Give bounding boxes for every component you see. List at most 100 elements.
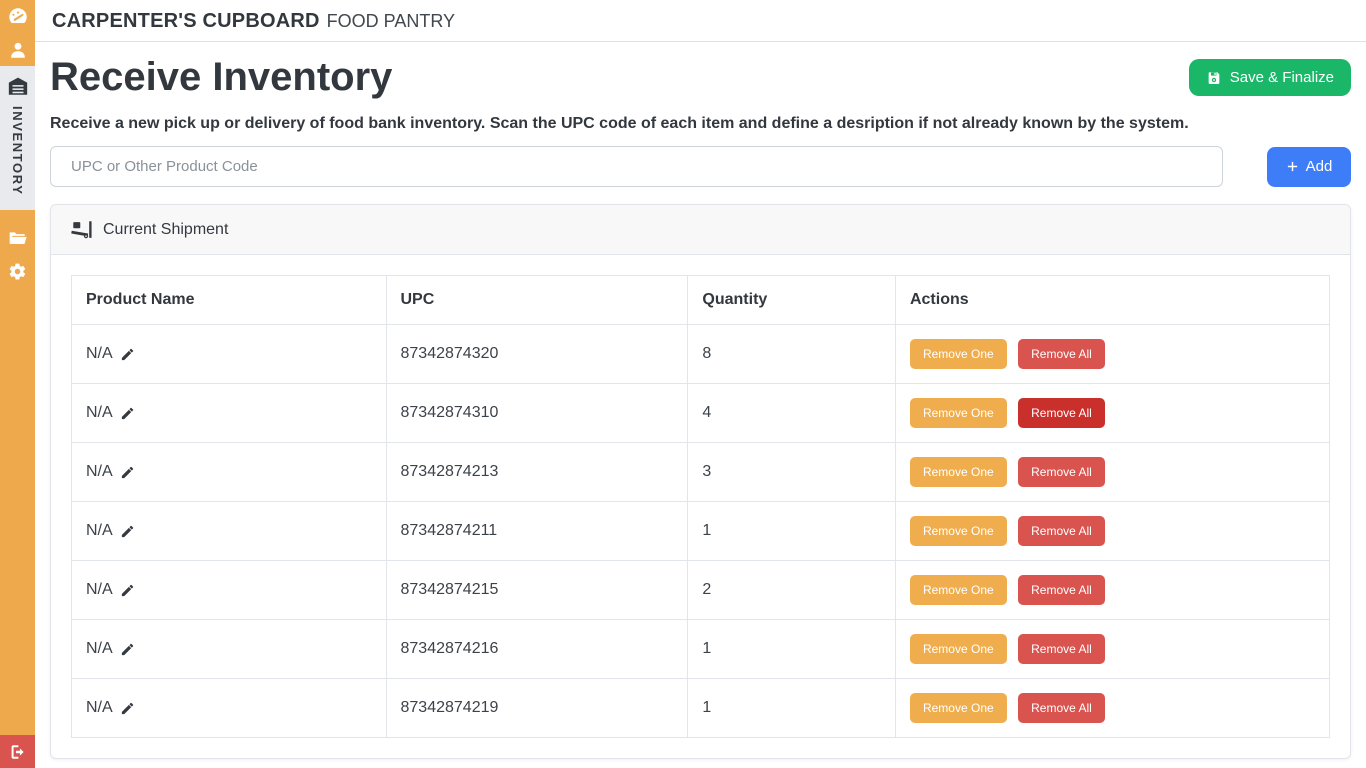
actions-cell: Remove One Remove All [894, 383, 1331, 443]
shipment-table: Product Name UPC Quantity Actions N/A [71, 275, 1331, 738]
quantity-cell: 2 [687, 560, 896, 620]
upc-cell: 87342874310 [385, 383, 689, 443]
gauge-icon [7, 6, 29, 28]
truck-loading-icon [71, 219, 92, 240]
product-name: N/A [86, 522, 113, 539]
actions-cell: Remove One Remove All [894, 442, 1331, 502]
edit-product-icon[interactable] [120, 347, 135, 362]
product-name: N/A [86, 463, 113, 480]
edit-product-icon[interactable] [120, 524, 135, 539]
save-icon [1206, 70, 1222, 86]
save-finalize-label: Save & Finalize [1229, 69, 1334, 86]
upc-input[interactable] [50, 146, 1223, 187]
save-finalize-button[interactable]: Save & Finalize [1188, 59, 1351, 96]
quantity-cell: 1 [687, 501, 896, 561]
edit-product-icon[interactable] [120, 642, 135, 657]
add-button-label: Add [1305, 158, 1333, 175]
actions-cell: Remove One Remove All [894, 501, 1331, 561]
edit-product-icon[interactable] [120, 583, 135, 598]
brand-title: CARPENTER'S CUPBOARD [52, 10, 320, 32]
quantity-cell: 1 [687, 619, 896, 679]
remove-all-button[interactable]: Remove All [1018, 693, 1105, 723]
quantity-cell: 1 [687, 678, 896, 738]
table-row: N/A 87342874213 3 Remove One Remove All [71, 442, 1331, 502]
quantity-cell: 4 [687, 383, 896, 443]
user-icon [8, 40, 28, 60]
warehouse-icon [7, 75, 29, 97]
remove-all-button[interactable]: Remove All [1018, 634, 1105, 664]
sidebar-item-dashboard[interactable] [0, 0, 35, 33]
card-body: Product Name UPC Quantity Actions N/A [51, 255, 1350, 758]
actions-cell: Remove One Remove All [894, 324, 1331, 384]
remove-all-button[interactable]: Remove All [1018, 575, 1105, 605]
sidebar: INVENTORY [0, 0, 35, 768]
column-header-product: Product Name [71, 275, 387, 325]
quantity-cell: 3 [687, 442, 896, 502]
edit-product-icon[interactable] [120, 406, 135, 421]
product-cell: N/A [71, 678, 387, 738]
remove-one-button[interactable]: Remove One [909, 398, 1007, 428]
remove-one-button[interactable]: Remove One [909, 457, 1007, 487]
product-cell: N/A [71, 501, 387, 561]
upc-cell: 87342874216 [385, 619, 689, 679]
column-header-quantity: Quantity [687, 275, 896, 325]
product-cell: N/A [71, 324, 387, 384]
current-shipment-card: Current Shipment Product Name UPC Quanti… [50, 204, 1351, 759]
actions-cell: Remove One Remove All [894, 678, 1331, 738]
remove-all-button[interactable]: Remove All [1018, 516, 1105, 546]
sidebar-spacer [0, 288, 35, 735]
page-content: Receive Inventory Save & Finalize Receiv… [35, 54, 1366, 759]
product-name: N/A [86, 699, 113, 716]
sign-out-icon [9, 743, 27, 761]
edit-product-icon[interactable] [120, 465, 135, 480]
product-name: N/A [86, 345, 113, 362]
remove-one-button[interactable]: Remove One [909, 516, 1007, 546]
main-area: CARPENTER'S CUPBOARD FOOD PANTRY Receive… [35, 0, 1366, 768]
sidebar-item-inventory-label: INVENTORY [10, 106, 25, 196]
shipment-table-body: N/A 87342874320 8 Remove One Remove All … [71, 324, 1331, 738]
upc-cell: 87342874211 [385, 501, 689, 561]
card-title: Current Shipment [103, 220, 229, 238]
remove-one-button[interactable]: Remove One [909, 339, 1007, 369]
folder-open-icon [8, 228, 28, 248]
table-row: N/A 87342874215 2 Remove One Remove All [71, 560, 1331, 620]
product-cell: N/A [71, 560, 387, 620]
product-name: N/A [86, 404, 113, 421]
sidebar-item-people[interactable] [0, 33, 35, 66]
table-row: N/A 87342874219 1 Remove One Remove All [71, 678, 1331, 738]
logout-button[interactable] [0, 735, 35, 768]
upc-cell: 87342874213 [385, 442, 689, 502]
actions-cell: Remove One Remove All [894, 619, 1331, 679]
product-cell: N/A [71, 383, 387, 443]
add-button[interactable]: Add [1267, 146, 1351, 187]
remove-all-button[interactable]: Remove All [1018, 457, 1105, 487]
upc-cell: 87342874320 [385, 324, 689, 384]
quantity-cell: 8 [687, 324, 896, 384]
actions-cell: Remove One Remove All [894, 560, 1331, 620]
gear-icon [8, 262, 27, 281]
page-title: Receive Inventory [50, 55, 393, 99]
page-description: Receive a new pick up or delivery of foo… [50, 115, 1189, 132]
product-name: N/A [86, 581, 113, 598]
edit-product-icon[interactable] [120, 701, 135, 716]
app-header: CARPENTER'S CUPBOARD FOOD PANTRY [35, 0, 1366, 42]
upc-cell: 87342874215 [385, 560, 689, 620]
sidebar-item-settings[interactable] [0, 255, 35, 288]
table-row: N/A 87342874216 1 Remove One Remove All [71, 619, 1331, 679]
remove-one-button[interactable]: Remove One [909, 575, 1007, 605]
product-name: N/A [86, 640, 113, 657]
product-cell: N/A [71, 619, 387, 679]
remove-one-button[interactable]: Remove One [909, 634, 1007, 664]
plus-icon [1286, 160, 1299, 173]
table-row: N/A 87342874310 4 Remove One Remove All [71, 383, 1331, 443]
remove-all-button[interactable]: Remove All [1018, 398, 1105, 428]
sidebar-item-records[interactable] [0, 222, 35, 255]
table-header-row: Product Name UPC Quantity Actions [71, 275, 1331, 325]
brand-subtitle: FOOD PANTRY [326, 11, 456, 31]
sidebar-item-inventory[interactable]: INVENTORY [0, 66, 35, 210]
table-row: N/A 87342874211 1 Remove One Remove All [71, 501, 1331, 561]
remove-one-button[interactable]: Remove One [909, 693, 1007, 723]
product-cell: N/A [71, 442, 387, 502]
remove-all-button[interactable]: Remove All [1018, 339, 1105, 369]
card-header: Current Shipment [51, 205, 1350, 255]
